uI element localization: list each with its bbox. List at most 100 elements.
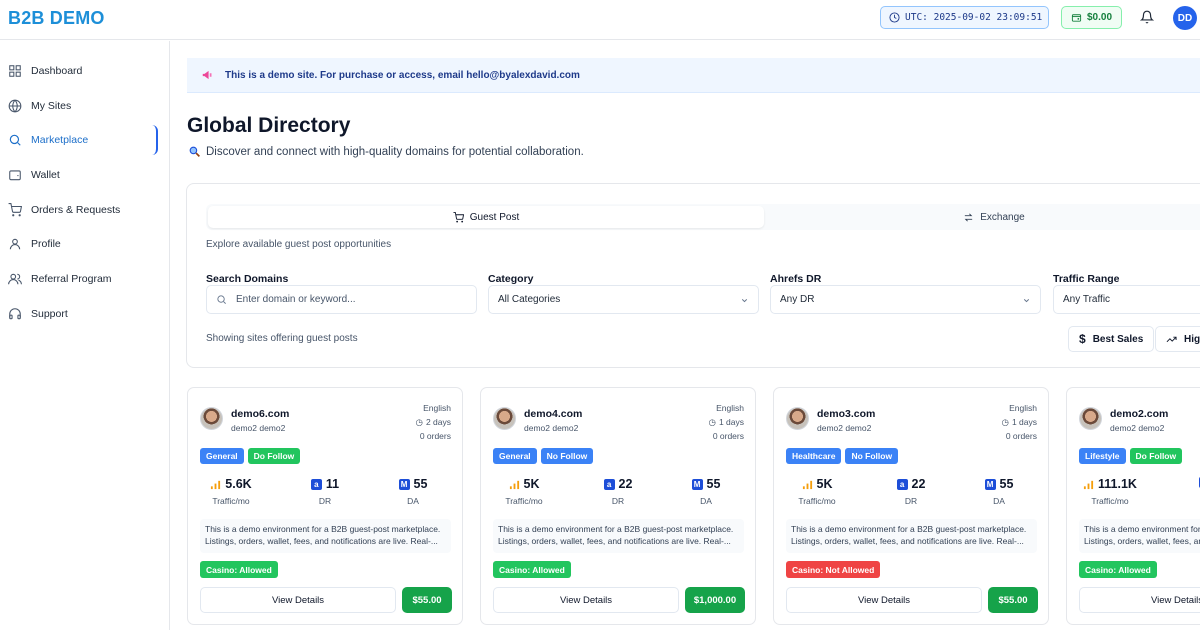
card-tags: General No Follow (493, 448, 594, 464)
bell-icon[interactable] (1140, 10, 1154, 24)
card-description: This is a demo environment for a B2B gue… (200, 519, 451, 553)
bar-chart-icon (211, 480, 221, 489)
high-button[interactable]: High (1155, 326, 1200, 352)
sidebar-item-marketplace[interactable]: Marketplace (0, 125, 158, 155)
card-owner: demo2 demo2 (817, 423, 872, 433)
moz-icon: M (691, 478, 703, 490)
card-domain[interactable]: demo6.com (231, 408, 290, 420)
sidebar-item-label: Wallet (31, 169, 60, 181)
traffic-select[interactable]: Any Traffic (1053, 285, 1200, 314)
card-orders: 0 orders (712, 431, 744, 441)
da-metric: M 55 DA (666, 477, 746, 506)
page-subtitle: Discover and connect with high-quality d… (188, 145, 584, 158)
sidebar-item-referral[interactable]: Referral Program (0, 264, 158, 294)
sidebar-item-label: Dashboard (31, 65, 83, 77)
owner-avatar (200, 407, 223, 430)
dr-metric: a 22 DR (871, 477, 951, 506)
sidebar-item-orders[interactable]: Orders & Requests (0, 195, 158, 225)
price-button[interactable]: $55.00 (402, 587, 452, 613)
sidebar-item-dashboard[interactable]: Dashboard (0, 56, 158, 86)
card-tags: Lifestyle Do Follow (1079, 448, 1183, 464)
tab-guest-post[interactable]: Guest Post (208, 206, 764, 228)
sidebar-item-support[interactable]: Support (0, 299, 158, 329)
card-domain[interactable]: demo3.com (817, 408, 876, 420)
traffic-metric: 5.6K Traffic/mo (191, 477, 271, 506)
search-input[interactable] (236, 294, 436, 305)
card-turnaround: ◷ 1 days (1002, 415, 1037, 429)
moz-icon: M (398, 478, 410, 490)
megaphone-icon (202, 70, 212, 80)
clock-icon: ◷ (1001, 417, 1009, 427)
tab-exchange[interactable]: Exchange (766, 206, 1200, 228)
tab-bar: Guest Post Exchange (206, 204, 1200, 230)
owner-avatar (786, 407, 809, 430)
demo-banner: This is a demo site. For purchase or acc… (187, 58, 1200, 93)
card-days: 2 days (425, 417, 451, 427)
search-field (206, 285, 477, 314)
view-details-button[interactable]: View Details (786, 587, 982, 613)
da-metric: M 55 DA (959, 477, 1039, 506)
best-sales-button[interactable]: $ Best Sales (1068, 326, 1155, 352)
card-days: 1 days (1011, 417, 1037, 427)
bar-chart-icon (802, 480, 812, 489)
sidebar-item-my-sites[interactable]: My Sites (0, 91, 158, 121)
page-subtitle-text: Discover and connect with high-quality d… (206, 145, 584, 158)
view-details-button[interactable]: View Details (1079, 587, 1200, 613)
traffic-value: Any Traffic (1063, 294, 1111, 305)
sidebar-item-profile[interactable]: Profile (0, 229, 158, 259)
traffic-value: 111.1K (1098, 477, 1137, 491)
view-details-button[interactable]: View Details (493, 587, 679, 613)
da-value: 55 (413, 477, 428, 491)
site-card: demo4.com demo2 demo2 English ◷ 1 days 0 … (480, 387, 756, 625)
dr-value: 22 (618, 477, 633, 491)
dr-metric: a 11 DR (285, 477, 365, 506)
traffic-value: 5K (523, 477, 540, 491)
dr-select[interactable]: Any DR (770, 285, 1041, 314)
sidebar-item-wallet[interactable]: Wallet (0, 160, 158, 190)
dr-value: Any DR (780, 294, 815, 305)
showing-text: Showing sites offering guest posts (206, 333, 358, 344)
category-label: Category (488, 273, 534, 285)
category-select[interactable]: All Categories (488, 285, 759, 314)
search-label: Search Domains (206, 273, 289, 285)
brand-logo[interactable]: B2B DEMO (8, 8, 105, 28)
traffic-label: Traffic/mo (798, 496, 836, 506)
card-tags: Healthcare No Follow (786, 448, 899, 464)
tab-label: Guest Post (469, 211, 520, 223)
banner-text: This is a demo site. For purchase or acc… (225, 69, 580, 81)
cart-icon (8, 203, 22, 217)
users-icon (8, 273, 22, 285)
top-bar: B2B DEMO UTC: 2025-09-02 23:09:51 $0.00 … (0, 0, 1200, 40)
follow-tag: No Follow (845, 448, 899, 464)
chevron-down-icon (1023, 299, 1030, 303)
card-domain[interactable]: demo4.com (524, 408, 583, 420)
price-button[interactable]: $1,000.00 (685, 587, 745, 613)
follow-tag: No Follow (540, 448, 594, 464)
card-orders: 0 orders (419, 431, 451, 441)
card-meta: English ◷ 2 days 0 orders (416, 401, 451, 443)
search-icon (217, 295, 226, 304)
cart-icon (453, 211, 464, 223)
sidebar-item-label: Referral Program (31, 273, 112, 285)
sidebar-item-label: Marketplace (31, 134, 89, 146)
sidebar-item-label: My Sites (31, 100, 72, 112)
traffic-label: Traffic Range (1053, 273, 1120, 285)
clock-icon: ◷ (708, 417, 716, 427)
traffic-value: 5K (816, 477, 833, 491)
view-details-button[interactable]: View Details (200, 587, 396, 613)
card-owner: demo2 demo2 (231, 423, 286, 433)
wallet-icon (9, 170, 21, 181)
user-avatar[interactable]: DD (1173, 6, 1197, 30)
price-button[interactable]: $55.00 (988, 587, 1038, 613)
card-description: This is a demo environment for a B2B gue… (786, 519, 1037, 553)
card-orders: 0 orders (1005, 431, 1037, 441)
card-domain[interactable]: demo2.com (1110, 408, 1169, 420)
dr-value: 11 (325, 477, 340, 491)
traffic-label: Traffic/mo (212, 496, 250, 506)
main-content: This is a demo site. For purchase or acc… (171, 41, 1200, 630)
clock-icon: ◷ (415, 417, 423, 427)
clock-icon (889, 12, 900, 23)
site-card: demo2.com demo2 demo2 Lifestyle Do Follo… (1066, 387, 1200, 625)
dr-label: Ahrefs DR (770, 273, 822, 285)
wallet-balance-button[interactable]: $0.00 (1061, 6, 1122, 29)
